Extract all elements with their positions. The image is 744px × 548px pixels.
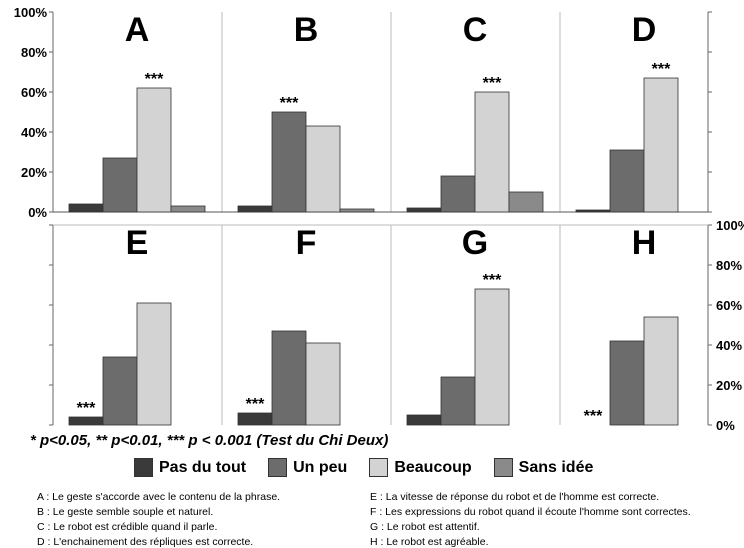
panel-label-a: A [125,11,150,49]
bar-e-2 [102,356,138,426]
significance-label-a: *** [145,71,164,88]
y-tick-label-right: 40% [716,338,742,353]
y-tick-label-left: 100% [14,5,48,20]
y-tick-label-left: 40% [21,125,47,140]
legend-swatch [268,458,288,477]
y-tick-label-left: 60% [21,85,47,100]
significance-label-g: *** [483,272,502,289]
bar-e-1 [68,416,104,426]
panel-label-h: H [632,224,657,262]
bar-d-2 [609,149,645,213]
bar-b-3 [305,125,341,213]
bar-c-4 [508,191,544,213]
bar-f-1 [237,412,273,426]
bar-e-3 [136,302,172,426]
bar-b-2 [271,111,307,213]
significance-footnote: * p<0.05, ** p<0.01, *** p < 0.001 (Test… [30,432,389,449]
caption-a: A : Le geste s'accorde avec le contenu d… [37,491,281,503]
significance-label-h: *** [584,408,603,425]
legend: Pas du tout Un peu Beaucoup Sans idée [134,458,593,477]
caption-g: G : Le robot est attentif. [370,521,480,533]
y-tick-label-left: 20% [21,165,47,180]
significance-label-f: *** [246,396,265,413]
bar-a-4 [170,205,206,213]
panel-label-b: B [294,11,319,49]
bar-h-3 [643,316,679,426]
bar-b-4 [339,208,375,213]
bar-c-1 [406,207,442,213]
legend-swatch [134,458,153,477]
significance-label-d: *** [652,61,671,78]
bar-a-1 [68,203,104,213]
bar-g-3 [474,288,510,426]
bar-b-1 [237,205,273,213]
significance-label-b: *** [280,95,299,112]
panel-label-e: E [126,224,149,262]
legend-swatch [369,458,389,477]
caption-b: B : Le geste semble souple et naturel. [37,506,214,518]
bar-c-3 [474,91,510,213]
caption-d: D : L'enchainement des répliques est cor… [37,536,254,548]
caption-e: E : La vitesse de réponse du robot et de… [370,491,660,503]
y-tick-label-left: 80% [21,45,47,60]
legend-item-pas-du-tout: Pas du tout [134,458,246,477]
y-tick-label-left: 0% [28,205,47,220]
legend-label: Pas du tout [159,458,247,476]
y-tick-label-right: 100% [716,218,744,233]
bar-g-2 [440,376,476,426]
caption-h: H : Le robot est agréable. [370,536,489,548]
panel-label-d: D [632,11,657,49]
bar-d-1 [575,209,611,213]
bar-g-1 [406,414,442,426]
y-tick-label-right: 80% [716,258,742,273]
chart: 0% 0% 20% 20% 40% 40% 60% 60% 80% 80% 100% 100% A ***… [14,5,744,432]
significance-label-e: *** [77,400,96,417]
legend-item-un-peu: Un peu [268,458,347,477]
bar-a-2 [102,157,138,213]
legend-item-beaucoup: Beaucoup [369,458,472,477]
bar-h-2 [609,340,645,426]
bar-d-3 [643,77,679,213]
y-tick-label-right: 20% [716,378,742,393]
y-tick-label-right: 60% [716,298,742,313]
y-tick-label-right: 0% [716,418,735,432]
caption-c: C : Le robot est crédible quand il parle… [37,521,218,533]
caption-f: F : Les expressions du robot quand il éc… [370,506,691,518]
legend-label: Un peu [293,458,348,476]
bar-c-2 [440,175,476,213]
significance-label-c: *** [483,75,502,92]
bar-f-2 [271,330,307,426]
panel-label-f: F [296,224,317,262]
panel-label-c: C [463,11,488,49]
legend-item-sans-idee: Sans idée [493,458,594,477]
legend-swatch [493,458,513,477]
panel-label-g: G [462,224,488,262]
bar-a-3 [136,87,172,213]
legend-label: Beaucoup [394,458,472,476]
legend-label: Sans idée [518,458,594,476]
bar-f-3 [305,342,341,426]
